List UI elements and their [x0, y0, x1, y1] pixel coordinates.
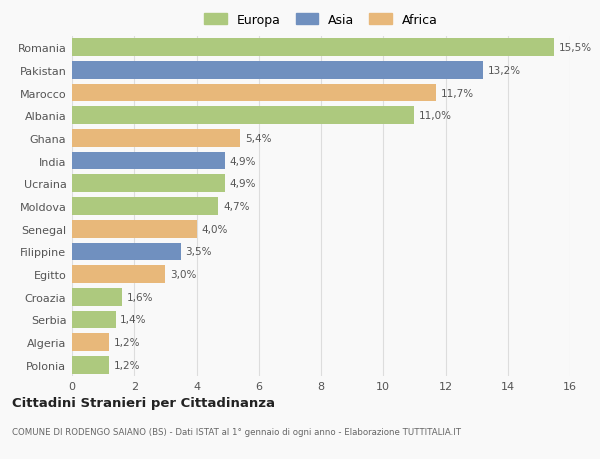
Text: 13,2%: 13,2% — [488, 66, 521, 76]
Bar — [72, 39, 554, 57]
Bar — [72, 130, 240, 147]
Text: 11,7%: 11,7% — [441, 88, 474, 98]
Text: 1,2%: 1,2% — [114, 360, 140, 370]
Bar — [72, 107, 415, 125]
Text: 3,0%: 3,0% — [170, 269, 196, 280]
Text: 4,9%: 4,9% — [229, 179, 256, 189]
Bar — [72, 266, 166, 283]
Bar — [72, 175, 224, 193]
Text: 1,4%: 1,4% — [120, 315, 147, 325]
Legend: Europa, Asia, Africa: Europa, Asia, Africa — [204, 14, 438, 27]
Bar — [72, 288, 122, 306]
Text: 3,5%: 3,5% — [185, 247, 212, 257]
Bar — [72, 334, 109, 351]
Bar — [72, 311, 116, 329]
Text: 4,7%: 4,7% — [223, 202, 250, 212]
Text: 15,5%: 15,5% — [559, 43, 592, 53]
Text: 11,0%: 11,0% — [419, 111, 452, 121]
Bar — [72, 220, 197, 238]
Bar — [72, 152, 224, 170]
Bar — [72, 84, 436, 102]
Bar — [72, 198, 218, 215]
Text: COMUNE DI RODENGO SAIANO (BS) - Dati ISTAT al 1° gennaio di ogni anno - Elaboraz: COMUNE DI RODENGO SAIANO (BS) - Dati IST… — [12, 427, 461, 436]
Text: 1,6%: 1,6% — [127, 292, 153, 302]
Bar — [72, 62, 483, 79]
Text: Cittadini Stranieri per Cittadinanza: Cittadini Stranieri per Cittadinanza — [12, 396, 275, 409]
Text: 4,9%: 4,9% — [229, 156, 256, 166]
Bar — [72, 243, 181, 261]
Text: 4,0%: 4,0% — [201, 224, 227, 234]
Text: 5,4%: 5,4% — [245, 134, 271, 144]
Bar — [72, 356, 109, 374]
Text: 1,2%: 1,2% — [114, 337, 140, 347]
